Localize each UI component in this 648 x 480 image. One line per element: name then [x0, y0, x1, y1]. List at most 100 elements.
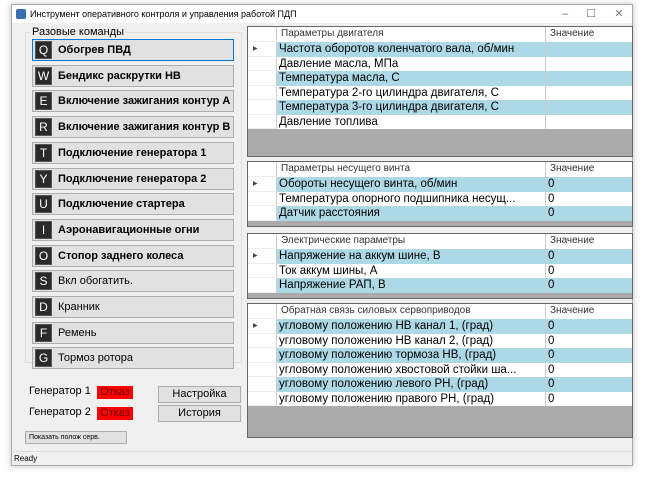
- minimize-button[interactable]: –: [561, 8, 569, 20]
- row-selector[interactable]: [248, 377, 277, 392]
- parameter-name-cell: Температура масла, С: [277, 71, 546, 86]
- parameter-value-cell[interactable]: [546, 42, 632, 57]
- row-selector[interactable]: [248, 85, 277, 100]
- key-cap-icon: W: [35, 66, 52, 85]
- parameter-value-cell[interactable]: 0: [546, 206, 632, 221]
- row-selector[interactable]: [248, 333, 277, 348]
- table-row[interactable]: Температура 3-го цилиндра двигателя, С: [248, 100, 632, 115]
- column-header-value[interactable]: Значение: [546, 27, 632, 42]
- data-grid[interactable]: Обратная связь силовых сервоприводов Знач…: [247, 303, 633, 438]
- parameter-value-cell[interactable]: [546, 71, 632, 86]
- parameter-value-cell[interactable]: [546, 85, 632, 100]
- command-button[interactable]: T Подключение генератора 1: [32, 141, 234, 164]
- data-grid[interactable]: Параметры несущего винта Значение ▶ Обороты…: [247, 161, 633, 227]
- close-button[interactable]: ✕: [614, 8, 624, 20]
- column-header-value[interactable]: Значение: [546, 304, 632, 319]
- parameter-value-cell[interactable]: 0: [546, 263, 632, 278]
- table-row[interactable]: угловому положению хвостовой стойки ша..…: [248, 362, 632, 377]
- history-button[interactable]: История: [158, 405, 241, 422]
- table-row[interactable]: Температура масла, С: [248, 71, 632, 86]
- command-button[interactable]: D Кранник: [32, 296, 234, 318]
- command-button[interactable]: G Тормоз ротора: [32, 347, 234, 370]
- table-row[interactable]: ▶ угловому положению НВ канал 1, (град) 0: [248, 319, 632, 334]
- table-row[interactable]: Давление масла, МПа: [248, 56, 632, 71]
- parameter-value-cell[interactable]: 0: [546, 348, 632, 363]
- table-row[interactable]: угловому положению левого РН, (град) 0: [248, 377, 632, 392]
- parameter-value-cell[interactable]: [546, 56, 632, 71]
- command-button[interactable]: F Ремень: [32, 321, 234, 344]
- column-header-name[interactable]: Обратная связь силовых сервоприводов: [277, 304, 546, 319]
- main-window: Инструмент оперативного контроля и управ…: [11, 4, 633, 466]
- parameter-value-cell[interactable]: 0: [546, 319, 632, 334]
- command-button[interactable]: I Аэронавигационные огни: [32, 218, 234, 241]
- parameter-name-cell: Давление масла, МПа: [277, 56, 546, 71]
- table-row[interactable]: угловому положению правого РН, (град) 0: [248, 391, 632, 406]
- row-selector[interactable]: [248, 100, 277, 115]
- parameter-value-cell[interactable]: 0: [546, 278, 632, 293]
- column-header-value[interactable]: Значение: [546, 234, 632, 249]
- parameter-value-cell[interactable]: 0: [546, 191, 632, 206]
- row-selector[interactable]: [248, 191, 277, 206]
- parameter-value-cell[interactable]: 0: [546, 249, 632, 264]
- parameter-value-cell[interactable]: 0: [546, 333, 632, 348]
- command-button[interactable]: U Подключение стартера: [32, 193, 234, 216]
- table-row[interactable]: Датчик расстояния 0: [248, 206, 632, 221]
- command-button[interactable]: W Бендикс раскрутки НВ: [32, 64, 234, 87]
- table-row[interactable]: угловому положению НВ канал 2, (град) 0: [248, 333, 632, 348]
- command-button[interactable]: E Включение зажигания контур А: [32, 90, 234, 113]
- command-button[interactable]: O Стопор заднего колеса: [32, 244, 234, 267]
- command-button[interactable]: Y Подключение генератора 2: [32, 167, 234, 190]
- parameter-value-cell[interactable]: 0: [546, 362, 632, 377]
- command-button[interactable]: Q Обогрев ПВД: [32, 39, 234, 61]
- row-selector[interactable]: [248, 348, 277, 363]
- parameter-name-cell: угловому положению левого РН, (град): [277, 377, 546, 392]
- maximize-button[interactable]: ☐: [586, 8, 596, 20]
- row-selector[interactable]: [248, 362, 277, 377]
- table-row[interactable]: угловому положению тормоза НВ, (град) 0: [248, 348, 632, 363]
- generator-2-status: Отказ: [97, 407, 133, 420]
- key-cap-icon: Q: [35, 41, 52, 59]
- table-row[interactable]: ▶ Обороты несущего винта, об/мин 0: [248, 177, 632, 192]
- table-row[interactable]: Давление топлива: [248, 114, 632, 129]
- row-selector[interactable]: [248, 71, 277, 86]
- data-grid[interactable]: Электрические параметры Значение ▶ Напряжен…: [247, 233, 633, 299]
- column-header-name[interactable]: Параметры двигателя: [277, 27, 546, 42]
- table-row[interactable]: Температура опорного подшипника несущ...…: [248, 191, 632, 206]
- parameter-value-cell[interactable]: 0: [546, 391, 632, 406]
- row-selector[interactable]: ▶: [248, 319, 277, 334]
- command-button[interactable]: S Вкл обогатить.: [32, 270, 234, 293]
- data-grid[interactable]: Параметры двигателя Значение ▶ Частота обор…: [247, 26, 633, 157]
- settings-button[interactable]: Настройка: [158, 386, 241, 403]
- generator-1-label: Генератор 1: [29, 385, 91, 397]
- parameter-name-cell: Давление топлива: [277, 114, 546, 129]
- parameter-value-cell[interactable]: 0: [546, 377, 632, 392]
- commands-group-label: Разовые команды: [30, 26, 127, 38]
- column-header-value[interactable]: Значение: [546, 162, 632, 177]
- row-selector[interactable]: [248, 263, 277, 278]
- parameter-name-cell: Температура 3-го цилиндра двигателя, С: [277, 100, 546, 115]
- parameter-value-cell[interactable]: [546, 114, 632, 129]
- row-selector[interactable]: [248, 278, 277, 293]
- parameter-value-cell[interactable]: [546, 100, 632, 115]
- row-selector[interactable]: ▶: [248, 249, 277, 264]
- key-cap-icon: Y: [35, 169, 52, 188]
- column-header-name[interactable]: Параметры несущего винта: [277, 162, 546, 177]
- row-selector[interactable]: ▶: [248, 177, 277, 192]
- show-servo-button[interactable]: Показать полож серв.: [25, 431, 127, 444]
- row-selector[interactable]: ▶: [248, 42, 277, 57]
- key-cap-icon: R: [35, 118, 52, 137]
- table-row[interactable]: ▶ Частота оборотов коленчатого вала, об/м…: [248, 42, 632, 57]
- column-header-name[interactable]: Электрические параметры: [277, 234, 546, 249]
- command-button[interactable]: R Включение зажигания контур В: [32, 116, 234, 139]
- row-selector[interactable]: [248, 391, 277, 406]
- parameter-value-cell[interactable]: 0: [546, 177, 632, 192]
- row-selector[interactable]: [248, 206, 277, 221]
- table-row[interactable]: Температура 2-го цилиндра двигателя, С: [248, 85, 632, 100]
- key-cap-icon: D: [35, 298, 52, 316]
- row-selector[interactable]: [248, 56, 277, 71]
- row-selector[interactable]: [248, 114, 277, 129]
- parameter-name-cell: Частота оборотов коленчатого вала, об/ми…: [277, 42, 546, 57]
